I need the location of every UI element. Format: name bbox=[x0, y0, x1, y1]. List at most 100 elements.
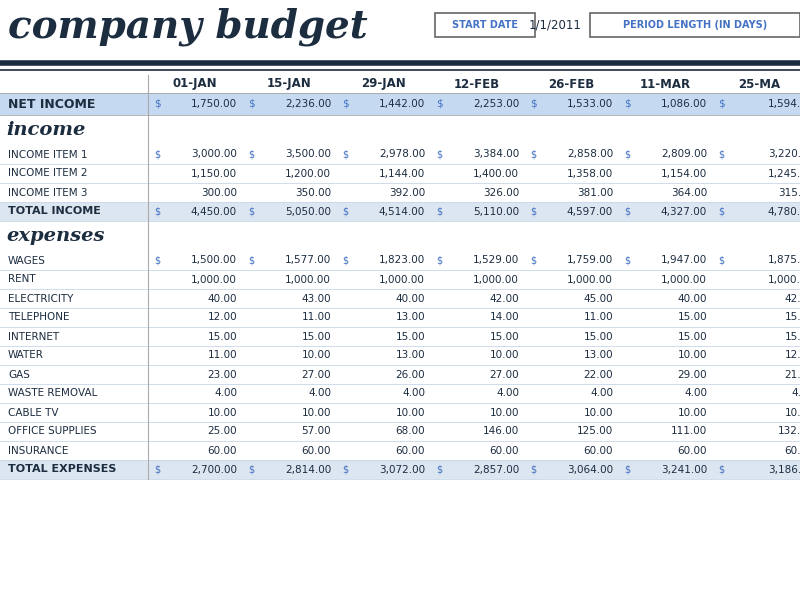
Text: 4.: 4. bbox=[791, 389, 800, 398]
Text: $: $ bbox=[248, 206, 254, 217]
Text: $: $ bbox=[248, 149, 254, 160]
Text: NET INCOME: NET INCOME bbox=[8, 97, 95, 110]
Text: $: $ bbox=[718, 464, 724, 475]
Text: $: $ bbox=[248, 464, 254, 475]
Text: 22.00: 22.00 bbox=[583, 370, 613, 379]
Text: 10.00: 10.00 bbox=[678, 350, 707, 361]
Text: 11.00: 11.00 bbox=[302, 313, 331, 323]
Text: 4.00: 4.00 bbox=[308, 389, 331, 398]
Text: $: $ bbox=[718, 99, 725, 109]
Text: 21.: 21. bbox=[784, 370, 800, 379]
Text: 2,978.00: 2,978.00 bbox=[378, 149, 425, 160]
Text: 10.00: 10.00 bbox=[490, 350, 519, 361]
Text: 29.00: 29.00 bbox=[678, 370, 707, 379]
Text: 25.00: 25.00 bbox=[207, 427, 237, 437]
Text: 1,000.: 1,000. bbox=[768, 275, 800, 284]
Text: TOTAL EXPENSES: TOTAL EXPENSES bbox=[8, 464, 116, 475]
Text: $: $ bbox=[718, 206, 724, 217]
Text: 10.: 10. bbox=[785, 407, 800, 418]
Text: $: $ bbox=[154, 99, 161, 109]
Text: GAS: GAS bbox=[8, 370, 30, 379]
Text: $: $ bbox=[624, 464, 630, 475]
Text: 3,000.00: 3,000.00 bbox=[191, 149, 237, 160]
Text: CABLE TV: CABLE TV bbox=[8, 407, 58, 418]
Text: 1,400.00: 1,400.00 bbox=[473, 169, 519, 179]
Text: 1,875.: 1,875. bbox=[768, 256, 800, 265]
Text: 1,000.00: 1,000.00 bbox=[191, 275, 237, 284]
Text: 1,000.00: 1,000.00 bbox=[661, 275, 707, 284]
Text: 4.00: 4.00 bbox=[684, 389, 707, 398]
Text: 1,823.00: 1,823.00 bbox=[378, 256, 425, 265]
Text: 3,072.00: 3,072.00 bbox=[379, 464, 425, 475]
Text: 111.00: 111.00 bbox=[670, 427, 707, 437]
Text: 1,577.00: 1,577.00 bbox=[285, 256, 331, 265]
Text: 29-JAN: 29-JAN bbox=[361, 77, 406, 91]
Text: $: $ bbox=[530, 99, 537, 109]
Text: TOTAL INCOME: TOTAL INCOME bbox=[8, 206, 101, 217]
Text: $: $ bbox=[624, 206, 630, 217]
Text: 1,000.00: 1,000.00 bbox=[567, 275, 613, 284]
Text: 1,000.00: 1,000.00 bbox=[379, 275, 425, 284]
Text: $: $ bbox=[342, 206, 348, 217]
Text: 15.00: 15.00 bbox=[490, 331, 519, 341]
Text: 1,245.: 1,245. bbox=[768, 169, 800, 179]
Text: 1/1/2011: 1/1/2011 bbox=[529, 19, 582, 31]
Text: 01-JAN: 01-JAN bbox=[173, 77, 218, 91]
Text: $: $ bbox=[718, 256, 724, 265]
Text: $: $ bbox=[530, 464, 536, 475]
Text: 3,220.: 3,220. bbox=[768, 149, 800, 160]
Text: WATER: WATER bbox=[8, 350, 44, 361]
Text: 1,000.00: 1,000.00 bbox=[285, 275, 331, 284]
Text: 15.: 15. bbox=[784, 313, 800, 323]
Text: 3,186.: 3,186. bbox=[768, 464, 800, 475]
Text: OFFICE SUPPLIES: OFFICE SUPPLIES bbox=[8, 427, 97, 437]
Text: 60.00: 60.00 bbox=[490, 445, 519, 455]
Text: 1,154.00: 1,154.00 bbox=[661, 169, 707, 179]
Text: 26-FEB: 26-FEB bbox=[548, 77, 594, 91]
Text: company budget: company budget bbox=[8, 8, 368, 46]
Text: 3,500.00: 3,500.00 bbox=[285, 149, 331, 160]
Text: 11-MAR: 11-MAR bbox=[639, 77, 690, 91]
Text: 1,000.00: 1,000.00 bbox=[473, 275, 519, 284]
Text: 132.: 132. bbox=[778, 427, 800, 437]
Text: START DATE: START DATE bbox=[452, 20, 518, 30]
Text: $: $ bbox=[154, 149, 160, 160]
Bar bbox=[0, 460, 800, 479]
Text: $: $ bbox=[624, 256, 630, 265]
Text: 300.00: 300.00 bbox=[201, 187, 237, 197]
Text: 60.00: 60.00 bbox=[395, 445, 425, 455]
Text: $: $ bbox=[436, 149, 442, 160]
Text: 5,050.00: 5,050.00 bbox=[285, 206, 331, 217]
Text: INCOME ITEM 2: INCOME ITEM 2 bbox=[8, 169, 87, 179]
Text: 3,064.00: 3,064.00 bbox=[567, 464, 613, 475]
Text: 1,500.00: 1,500.00 bbox=[191, 256, 237, 265]
Text: 26.00: 26.00 bbox=[395, 370, 425, 379]
Text: 11.00: 11.00 bbox=[583, 313, 613, 323]
Text: $: $ bbox=[624, 149, 630, 160]
Text: 57.00: 57.00 bbox=[302, 427, 331, 437]
Text: $: $ bbox=[530, 149, 536, 160]
Text: 1,442.00: 1,442.00 bbox=[378, 99, 425, 109]
Text: 315.: 315. bbox=[778, 187, 800, 197]
Text: 392.00: 392.00 bbox=[389, 187, 425, 197]
Text: RENT: RENT bbox=[8, 275, 36, 284]
Text: 15-JAN: 15-JAN bbox=[266, 77, 311, 91]
Text: 10.00: 10.00 bbox=[490, 407, 519, 418]
Text: 10.00: 10.00 bbox=[395, 407, 425, 418]
Text: 3,241.00: 3,241.00 bbox=[661, 464, 707, 475]
Text: $: $ bbox=[154, 206, 160, 217]
Text: 12.: 12. bbox=[784, 350, 800, 361]
Text: 60.00: 60.00 bbox=[678, 445, 707, 455]
Text: 2,253.00: 2,253.00 bbox=[473, 99, 519, 109]
Bar bbox=[0, 93, 800, 115]
Text: income: income bbox=[6, 121, 86, 139]
Text: 40.00: 40.00 bbox=[395, 293, 425, 304]
Text: 27.00: 27.00 bbox=[302, 370, 331, 379]
Text: 60.: 60. bbox=[785, 445, 800, 455]
Text: $: $ bbox=[342, 464, 348, 475]
Text: 25-MA: 25-MA bbox=[738, 77, 780, 91]
Text: 15.00: 15.00 bbox=[395, 331, 425, 341]
Text: $: $ bbox=[154, 464, 160, 475]
Text: 42.: 42. bbox=[784, 293, 800, 304]
Text: 15.00: 15.00 bbox=[583, 331, 613, 341]
